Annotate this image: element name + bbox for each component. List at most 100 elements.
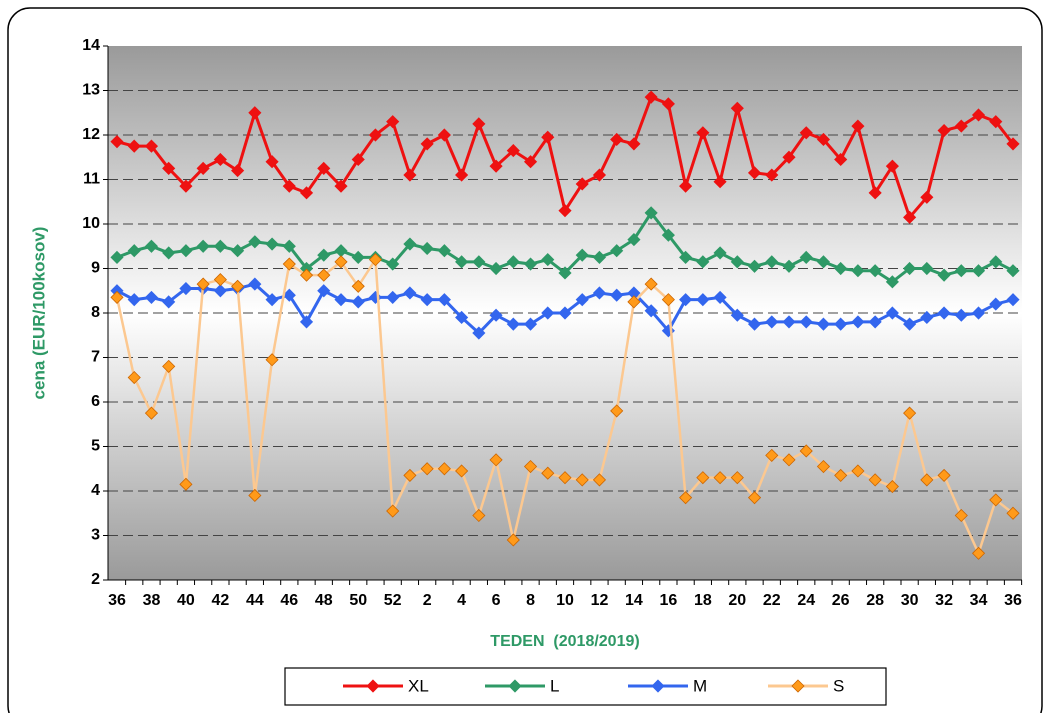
data-point (782, 259, 796, 273)
data-point (558, 471, 572, 485)
data-point (903, 406, 917, 420)
x-tick-label: 32 (935, 592, 953, 609)
x-tick-label: 36 (1004, 592, 1022, 609)
data-point (834, 317, 848, 331)
data-point (351, 152, 365, 167)
y-tick-label: 12 (82, 126, 100, 143)
x-tick-label: 12 (591, 592, 609, 609)
x-tick-label: 30 (901, 592, 919, 609)
legend-label: M (693, 676, 707, 695)
data-point (713, 471, 727, 485)
data-point (317, 161, 331, 175)
data-point (765, 168, 779, 182)
data-point (575, 248, 589, 262)
y-tick-label: 13 (82, 82, 100, 99)
data-point (506, 144, 520, 158)
y-tick-label: 6 (91, 393, 100, 410)
data-point (265, 353, 279, 367)
data-point (644, 304, 658, 318)
data-point (472, 255, 486, 269)
data-point (851, 464, 865, 478)
data-point (868, 473, 882, 487)
data-point (541, 306, 555, 320)
data-point (765, 255, 779, 269)
data-point (782, 150, 796, 164)
legend-marker (791, 679, 805, 693)
data-point (730, 308, 744, 322)
data-point (816, 317, 831, 331)
data-point (971, 264, 986, 278)
data-point (403, 237, 417, 251)
data-point (282, 257, 296, 271)
data-point (713, 246, 727, 260)
data-point (179, 179, 193, 193)
data-point (679, 179, 693, 193)
data-point (937, 306, 951, 320)
data-point (592, 286, 607, 300)
data-point (885, 479, 899, 494)
data-point (386, 504, 400, 518)
data-point (265, 237, 279, 251)
data-point (937, 268, 951, 282)
x-tick-label: 48 (315, 592, 333, 609)
data-point (110, 290, 124, 304)
data-point (455, 168, 469, 182)
data-point (351, 295, 365, 309)
data-point (782, 453, 796, 467)
data-point (127, 370, 141, 385)
data-point (592, 250, 607, 264)
data-point (937, 468, 951, 482)
data-point (541, 466, 555, 480)
data-point (558, 266, 572, 280)
data-point (179, 244, 193, 258)
data-point (868, 264, 882, 278)
data-point (110, 135, 124, 149)
data-point (920, 261, 934, 276)
data-point (213, 239, 227, 253)
data-point (834, 261, 848, 276)
data-point (196, 239, 210, 253)
x-tick-label: 46 (280, 592, 298, 609)
data-point (282, 179, 296, 193)
y-tick-label: 2 (91, 571, 100, 588)
data-point (489, 453, 503, 467)
legend-marker (651, 679, 665, 693)
data-point (179, 477, 193, 491)
data-point (489, 308, 503, 322)
data-point (541, 130, 555, 144)
data-point (351, 279, 365, 293)
data-point (971, 306, 986, 320)
data-point (627, 137, 641, 151)
data-point (558, 204, 572, 218)
data-point (782, 315, 796, 329)
data-point (816, 459, 831, 474)
data-point (971, 108, 986, 122)
data-point (162, 295, 176, 309)
data-point (506, 317, 520, 331)
x-tick-label: 14 (625, 592, 643, 609)
data-point (920, 190, 934, 204)
legend-label: XL (408, 676, 429, 695)
x-tick-label: 40 (177, 592, 195, 609)
data-point (1006, 293, 1020, 307)
data-point (747, 259, 762, 273)
x-tick-label: 26 (832, 592, 850, 609)
data-point (558, 306, 572, 320)
data-point (575, 293, 589, 307)
data-point (920, 310, 934, 325)
data-point (420, 293, 434, 307)
data-point (317, 248, 331, 262)
data-point (799, 444, 813, 458)
x-tick-label: 22 (763, 592, 781, 609)
data-point (541, 253, 555, 267)
data-point (989, 297, 1003, 311)
data-point (696, 471, 710, 485)
data-point (885, 159, 899, 173)
data-point (696, 126, 710, 140)
data-point (248, 235, 262, 249)
y-axis-title: cena (EUR/100kosov) (29, 227, 48, 400)
data-point (644, 206, 658, 220)
x-tick-label: 18 (694, 592, 712, 609)
